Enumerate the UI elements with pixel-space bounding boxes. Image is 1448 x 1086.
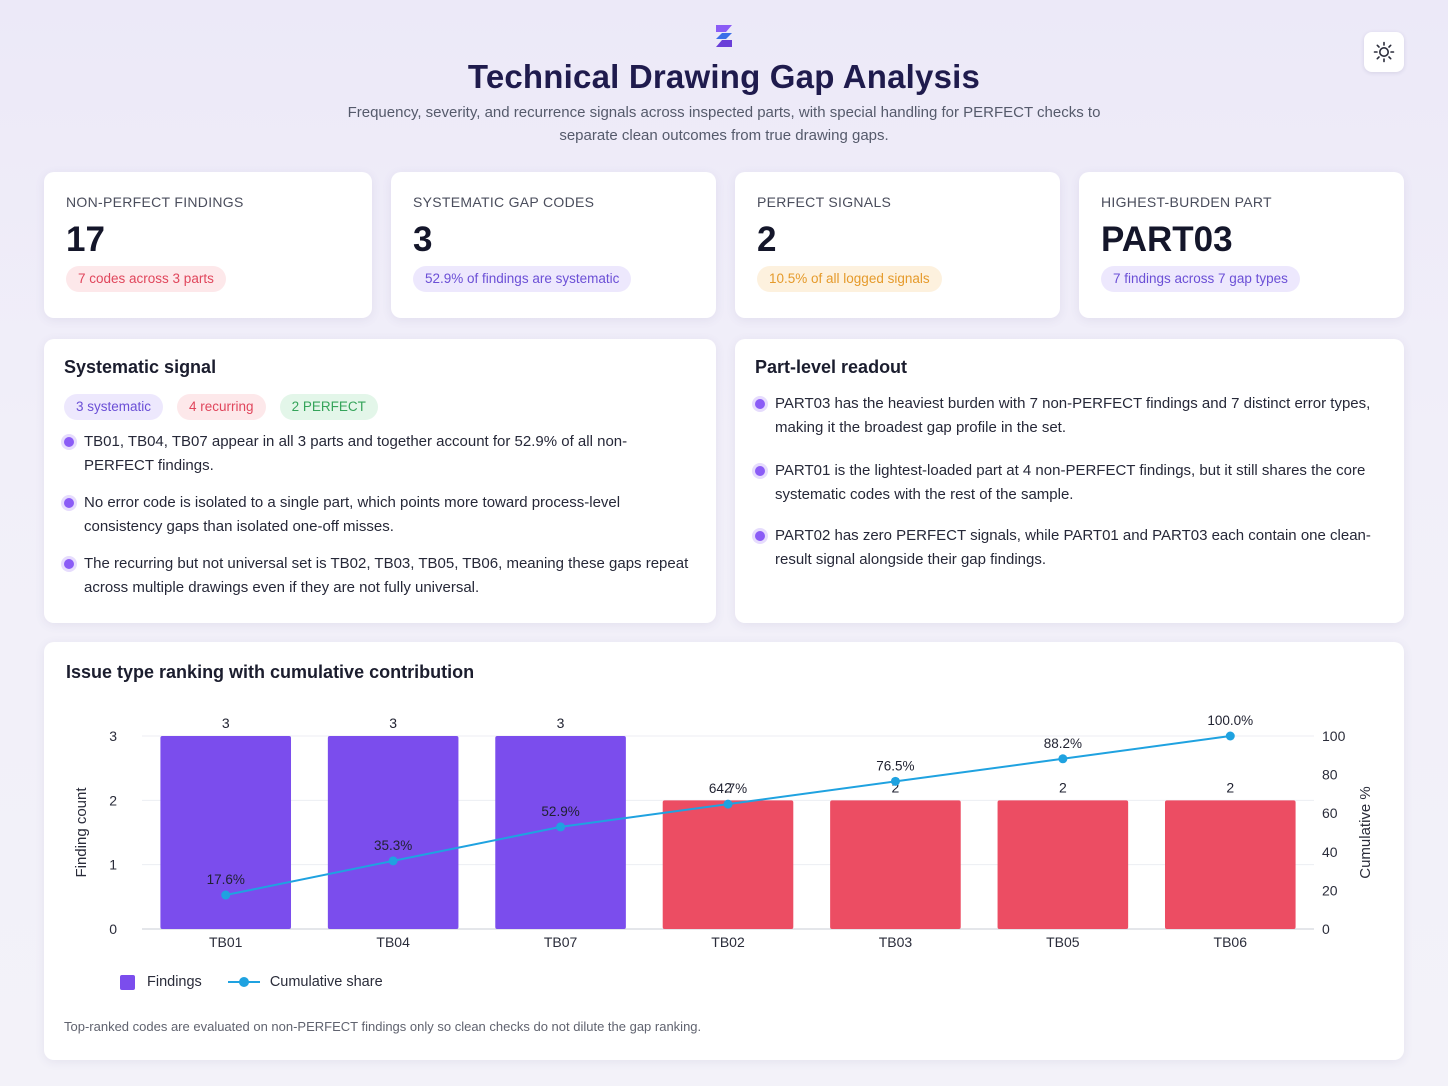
page-subtitle: Frequency, severity, and recurrence sign… xyxy=(347,104,1101,144)
x-tick-label: TB06 xyxy=(1214,934,1248,950)
y2-tick-label: 60 xyxy=(1322,805,1338,821)
list-item: The recurring but not universal set is T… xyxy=(64,552,696,600)
cumulative-point xyxy=(388,856,398,866)
sun-icon xyxy=(1373,41,1395,63)
kpi-value: 3 xyxy=(413,220,433,259)
x-tick-label: TB01 xyxy=(209,934,243,950)
kpi-card-systematic-gap-codes: SYSTEMATIC GAP CODES 3 52.9% of findings… xyxy=(391,172,716,318)
kpi-card-perfect-signals: PERFECT SIGNALS 2 10.5% of all logged si… xyxy=(735,172,1060,318)
kpi-label: SYSTEMATIC GAP CODES xyxy=(413,194,595,210)
stacked-s-logo-icon xyxy=(716,25,732,47)
y2-tick-label: 80 xyxy=(1322,767,1338,783)
kpi-badge: 7 codes across 3 parts xyxy=(66,266,226,292)
bar-value-label: 3 xyxy=(222,715,230,731)
legend-swatch-cumulative xyxy=(227,975,260,989)
cumulative-point xyxy=(1225,731,1235,741)
x-tick-label: TB04 xyxy=(376,934,410,950)
page-title: Technical Drawing Gap Analysis xyxy=(467,58,981,95)
list-item: TB01, TB04, TB07 appear in all 3 parts a… xyxy=(64,430,696,478)
cumulative-label: 76.5% xyxy=(876,758,914,773)
bar-value-label: 3 xyxy=(557,715,565,731)
theme-toggle-button[interactable] xyxy=(1364,32,1404,72)
recurring-count-badge: 4 recurring xyxy=(177,394,266,420)
kpi-value: 17 xyxy=(66,220,105,259)
y2-tick-label: 40 xyxy=(1322,844,1338,860)
cumulative-point xyxy=(890,776,900,786)
legend-label-findings: Findings xyxy=(147,974,202,990)
bar-tb05 xyxy=(997,800,1129,929)
cumulative-point xyxy=(556,822,566,832)
y-tick-label: 3 xyxy=(109,728,117,744)
y-tick-label: 2 xyxy=(109,792,117,808)
list-item: No error code is isolated to a single pa… xyxy=(64,491,696,539)
bar-tb01 xyxy=(160,736,292,929)
x-tick-label: TB05 xyxy=(1046,934,1080,950)
bar-value-label: 2 xyxy=(1059,779,1067,795)
bar-tb07 xyxy=(495,736,626,929)
y-axis-label: Finding count xyxy=(73,787,90,878)
cumulative-label: 64.7% xyxy=(709,781,747,796)
bar-tb02 xyxy=(662,800,794,929)
x-tick-label: TB03 xyxy=(879,934,913,950)
y-tick-label: 0 xyxy=(109,921,117,937)
bar-value-label: 2 xyxy=(724,779,732,795)
y2-tick-label: 100 xyxy=(1322,728,1346,744)
part-level-readout-panel: Part-level readout PART03 has the heavie… xyxy=(735,339,1404,623)
kpi-value: 2 xyxy=(757,220,777,259)
chart-title: Issue type ranking with cumulative contr… xyxy=(66,662,475,682)
x-tick-label: TB02 xyxy=(711,934,745,950)
bar-tb06 xyxy=(1164,800,1296,929)
cumulative-point xyxy=(723,799,733,809)
panel-title: Part-level readout xyxy=(755,357,908,377)
bar-value-label: 3 xyxy=(389,715,397,731)
cumulative-label: 35.3% xyxy=(374,838,412,853)
cumulative-label: 100.0% xyxy=(1207,713,1253,728)
systematic-count-badge: 3 systematic xyxy=(64,394,164,420)
cumulative-label: 52.9% xyxy=(541,804,579,819)
list-item: PART01 is the lightest-loaded part at 4 … xyxy=(755,459,1384,507)
cumulative-label: 17.6% xyxy=(207,872,245,887)
panel-title: Systematic signal xyxy=(64,357,217,377)
kpi-label: PERFECT SIGNALS xyxy=(757,194,892,210)
kpi-badge: 10.5% of all logged signals xyxy=(757,266,942,292)
list-item: PART03 has the heaviest burden with 7 no… xyxy=(755,392,1384,440)
pareto-chart: 0 1 2 3 0 20 40 60 80 100 Finding count Cumulative … xyxy=(73,713,1374,950)
kpi-card-non-perfect-findings: NON-PERFECT FINDINGS 17 7 codes across 3… xyxy=(44,172,372,318)
perfect-count-badge: 2 PERFECT xyxy=(279,394,378,420)
kpi-badge: 7 findings across 7 gap types xyxy=(1101,266,1300,292)
kpi-label: NON-PERFECT FINDINGS xyxy=(66,194,244,210)
kpi-label: HIGHEST-BURDEN PART xyxy=(1101,194,1272,210)
list-item: PART02 has zero PERFECT signals, while P… xyxy=(755,524,1384,572)
bar-tb03 xyxy=(830,800,961,929)
chart-footnote: Top-ranked codes are evaluated on non-PE… xyxy=(64,1019,702,1034)
x-tick-label: TB07 xyxy=(544,934,578,950)
y-tick-label: 1 xyxy=(109,857,117,873)
legend-swatch-findings xyxy=(120,974,135,990)
kpi-value: PART03 xyxy=(1101,220,1233,259)
y2-tick-label: 20 xyxy=(1322,882,1338,898)
bar-value-label: 2 xyxy=(1226,779,1234,795)
kpi-card-highest-burden-part: HIGHEST-BURDEN PART PART03 7 findings ac… xyxy=(1079,172,1404,318)
cumulative-label: 88.2% xyxy=(1044,736,1082,751)
y2-tick-label: 0 xyxy=(1322,921,1330,937)
bar-value-label: 2 xyxy=(892,779,900,795)
systematic-signal-panel: Systematic signal 3 systematic 4 recurri… xyxy=(44,339,716,623)
legend-label-cumulative: Cumulative share xyxy=(269,974,383,990)
bar-tb04 xyxy=(327,736,459,929)
cumulative-point xyxy=(1058,754,1068,764)
issue-ranking-chart-panel: Issue type ranking with cumulative contr… xyxy=(44,642,1404,1060)
y2-axis-label: Cumulative % xyxy=(1357,786,1374,879)
cumulative-point xyxy=(221,890,231,900)
chart-legend: Findings Cumulative share xyxy=(120,974,383,990)
kpi-badge: 52.9% of findings are systematic xyxy=(413,266,632,292)
